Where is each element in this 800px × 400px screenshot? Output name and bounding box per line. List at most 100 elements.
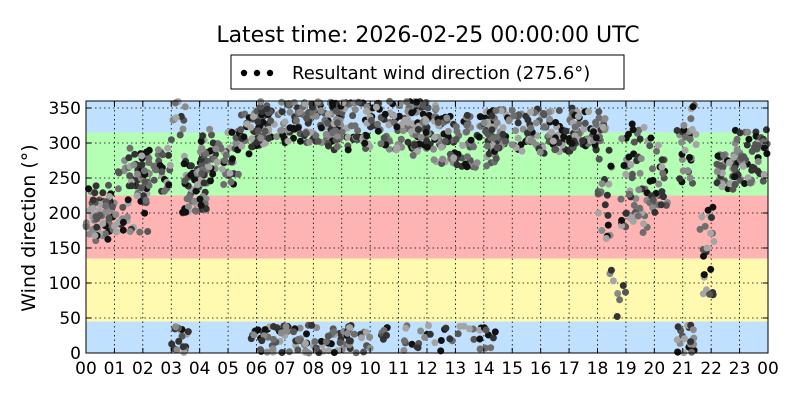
data-point <box>400 337 408 345</box>
data-point <box>647 134 655 142</box>
data-point <box>548 128 555 136</box>
data-point <box>463 121 471 129</box>
data-point <box>605 146 613 154</box>
data-point <box>207 177 214 185</box>
data-point <box>706 290 714 298</box>
data-point <box>658 188 666 196</box>
data-point <box>248 135 256 143</box>
data-point <box>257 134 265 142</box>
data-point <box>141 178 149 186</box>
x-tick-label: 18 <box>587 359 609 379</box>
data-point <box>374 120 381 128</box>
data-point <box>150 176 158 184</box>
data-point <box>281 118 289 126</box>
data-point <box>92 213 100 221</box>
data-point <box>180 348 188 356</box>
data-point <box>522 112 530 120</box>
data-point <box>103 208 111 216</box>
data-point <box>351 122 359 130</box>
data-point <box>707 229 715 237</box>
data-point <box>89 196 97 204</box>
data-point <box>374 127 382 135</box>
data-point <box>422 128 430 136</box>
data-point <box>492 107 500 115</box>
data-point <box>360 348 368 356</box>
x-tick-label: 22 <box>700 359 722 379</box>
x-tick-label: 09 <box>331 359 353 379</box>
data-point <box>197 137 205 145</box>
data-point <box>649 196 657 204</box>
data-point <box>714 152 722 160</box>
data-point <box>302 339 309 347</box>
data-point <box>404 119 412 127</box>
data-point <box>228 128 236 136</box>
data-point <box>109 203 116 211</box>
data-point <box>659 169 667 177</box>
data-point <box>213 158 221 166</box>
data-point <box>510 112 518 120</box>
data-point <box>688 126 696 133</box>
data-point <box>197 201 205 209</box>
data-point <box>476 335 484 343</box>
data-point <box>409 151 417 159</box>
data-point <box>176 131 184 139</box>
data-point <box>314 98 322 106</box>
data-point <box>112 228 120 236</box>
data-point <box>539 110 547 117</box>
data-point <box>746 179 754 187</box>
data-point <box>282 323 290 330</box>
data-point <box>579 137 587 145</box>
data-point <box>689 103 697 111</box>
data-point <box>501 137 509 145</box>
data-point <box>301 100 309 107</box>
data-point <box>605 180 613 188</box>
data-point <box>431 339 439 347</box>
data-point <box>338 128 346 136</box>
data-point <box>234 170 242 178</box>
data-point <box>730 165 738 173</box>
data-point <box>349 112 357 120</box>
data-point <box>613 313 621 320</box>
data-point <box>555 139 563 147</box>
data-point <box>232 139 240 147</box>
data-point <box>393 146 401 154</box>
data-point <box>598 227 606 234</box>
data-point <box>581 119 589 127</box>
data-point <box>686 174 694 182</box>
data-point <box>657 201 665 209</box>
data-point <box>430 145 437 153</box>
data-point <box>199 132 207 140</box>
data-point <box>362 107 370 115</box>
data-point <box>325 110 332 118</box>
data-point <box>636 135 644 143</box>
data-point <box>397 135 405 143</box>
data-point <box>240 133 248 141</box>
data-point <box>99 220 107 227</box>
data-point <box>308 321 316 329</box>
x-tick-label: 12 <box>416 359 438 379</box>
data-point <box>358 334 366 342</box>
data-point <box>718 183 726 191</box>
data-point <box>263 105 271 113</box>
data-point <box>105 214 113 222</box>
data-point <box>284 137 292 145</box>
data-point <box>533 132 541 140</box>
data-point <box>119 226 127 234</box>
data-point <box>595 155 603 163</box>
data-point <box>592 134 600 142</box>
x-tick-label: 17 <box>558 359 580 379</box>
data-point <box>141 209 149 217</box>
data-point <box>322 338 330 346</box>
data-point <box>395 112 403 120</box>
x-tick-label: 13 <box>445 359 467 379</box>
data-point <box>585 108 593 116</box>
data-point <box>599 123 607 131</box>
data-point <box>713 160 721 168</box>
data-point <box>254 326 262 334</box>
data-point <box>290 328 298 336</box>
data-point <box>400 347 408 354</box>
data-point <box>678 156 686 163</box>
data-point <box>294 346 302 354</box>
data-point <box>483 142 491 150</box>
data-point <box>256 346 264 354</box>
